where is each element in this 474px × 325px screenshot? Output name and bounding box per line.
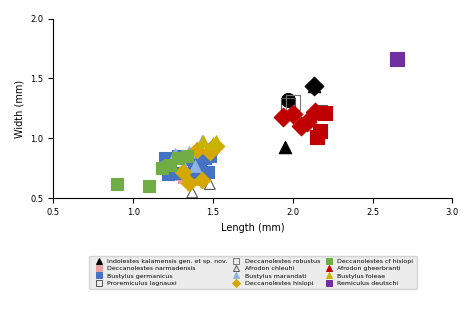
Point [316, 129, 324, 134]
Point [206, 181, 214, 187]
X-axis label: Length (mm): Length (mm) [221, 223, 285, 233]
Point [173, 172, 180, 177]
Point [206, 150, 214, 155]
Point [316, 110, 324, 115]
Point [146, 184, 153, 189]
Point [198, 138, 206, 143]
Point [158, 166, 166, 171]
Point [310, 83, 317, 88]
Point [190, 169, 198, 175]
Point [313, 135, 320, 140]
Point [209, 141, 217, 146]
Point [189, 190, 196, 195]
Point [284, 102, 292, 108]
Point [196, 168, 204, 174]
Point [185, 180, 193, 186]
Point [204, 169, 212, 175]
Point [181, 174, 188, 179]
Point [206, 149, 214, 154]
Point [393, 57, 401, 62]
Point [289, 100, 297, 105]
Point [164, 172, 172, 177]
Point [200, 138, 207, 143]
Point [174, 154, 182, 159]
Point [281, 144, 289, 150]
Point [179, 169, 186, 175]
Point [209, 146, 217, 151]
Point [297, 124, 305, 129]
Point [174, 155, 182, 160]
Point [177, 171, 185, 176]
Point [284, 98, 292, 103]
Point [212, 143, 220, 148]
Point [311, 110, 319, 115]
Point [166, 162, 173, 167]
Point [113, 181, 121, 187]
Point [279, 114, 287, 120]
Point [303, 119, 311, 124]
Point [289, 112, 297, 117]
Point [196, 154, 204, 159]
Point [185, 149, 193, 154]
Legend: Indolestes kalamensis gen. et sp. nov., Deccanolestes narmadensis, Bustylus germ: Indolestes kalamensis gen. et sp. nov., … [89, 255, 417, 289]
Point [321, 111, 328, 116]
Point [198, 178, 206, 183]
Point [189, 176, 196, 182]
Point [161, 163, 169, 169]
Point [209, 144, 217, 150]
Point [161, 155, 169, 160]
Point [183, 154, 191, 159]
Point [212, 138, 220, 143]
Y-axis label: Width (mm): Width (mm) [15, 79, 25, 137]
Point [310, 83, 317, 88]
Point [193, 148, 201, 153]
Point [189, 156, 196, 162]
Point [201, 155, 209, 160]
Point [171, 151, 179, 157]
Point [181, 165, 188, 170]
Point [191, 163, 199, 169]
Point [206, 154, 214, 159]
